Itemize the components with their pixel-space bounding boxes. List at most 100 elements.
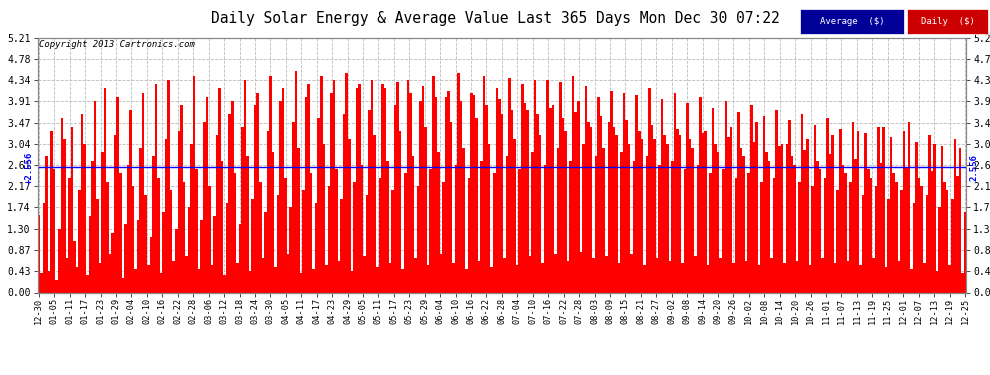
Bar [918,178,921,292]
Bar [378,178,381,292]
Bar [467,178,470,292]
Bar [577,101,579,292]
Bar [691,148,694,292]
Bar [470,93,472,292]
Bar [615,135,618,292]
Bar [86,276,88,292]
Bar [958,148,961,292]
Bar [747,173,750,292]
Bar [722,169,725,292]
Bar [694,256,697,292]
Bar [343,114,346,292]
Bar [81,114,83,292]
Bar [360,165,363,292]
Bar [226,203,229,292]
Bar [537,114,539,292]
Bar [180,105,182,292]
Bar [554,254,556,292]
Bar [661,99,663,292]
Bar [905,167,908,292]
Bar [951,199,953,292]
Bar [145,195,148,292]
Bar [559,82,561,292]
Bar [490,267,493,292]
Bar [363,256,366,292]
Bar [963,212,966,292]
Bar [645,156,648,292]
Bar [195,169,198,292]
Bar [193,76,195,292]
Bar [96,199,99,292]
Bar [496,88,498,292]
Bar [236,263,239,292]
Bar [213,216,216,292]
Bar [355,88,358,292]
Bar [396,82,399,292]
Bar [341,199,343,292]
Bar [544,165,546,292]
Bar [744,261,747,292]
Bar [503,258,506,292]
Bar [786,144,788,292]
Bar [432,76,435,292]
Bar [892,173,895,292]
Bar [704,131,707,292]
Bar [148,265,149,292]
Bar [579,252,582,292]
Bar [791,156,793,292]
Bar [132,186,135,292]
Bar [872,258,874,292]
Bar [699,97,702,292]
Bar [923,263,926,292]
Bar [804,150,806,292]
Bar [452,263,454,292]
Bar [447,90,449,292]
Bar [422,86,425,292]
Bar [519,169,521,292]
Bar [124,225,127,292]
Bar [859,265,862,292]
Bar [106,182,109,292]
Bar [862,195,864,292]
Bar [485,105,488,292]
Bar [435,97,437,292]
Bar [811,186,814,292]
Bar [371,80,373,292]
Bar [247,156,248,292]
Bar [472,95,475,292]
Bar [251,199,253,292]
Bar [874,186,877,292]
Bar [837,190,840,292]
Bar [404,173,407,292]
Bar [532,152,534,292]
Bar [834,263,837,292]
Bar [78,190,81,292]
Bar [501,114,503,292]
Bar [765,152,768,292]
Bar [953,140,956,292]
Bar [809,265,811,292]
Bar [266,131,269,292]
Bar [200,220,203,292]
Bar [234,173,236,292]
Bar [170,190,172,292]
Bar [516,265,519,292]
Bar [409,93,412,292]
Bar [58,229,60,292]
Bar [730,127,733,292]
Bar [780,144,783,292]
Bar [198,269,200,292]
Bar [623,93,626,292]
Bar [956,176,958,292]
Bar [154,84,157,292]
Bar [440,254,443,292]
Bar [73,242,76,292]
Bar [331,93,333,292]
Bar [333,80,336,292]
Bar [539,135,542,292]
Bar [159,273,162,292]
Bar [885,267,887,292]
Bar [65,258,68,292]
Bar [425,127,427,292]
Bar [305,97,307,292]
